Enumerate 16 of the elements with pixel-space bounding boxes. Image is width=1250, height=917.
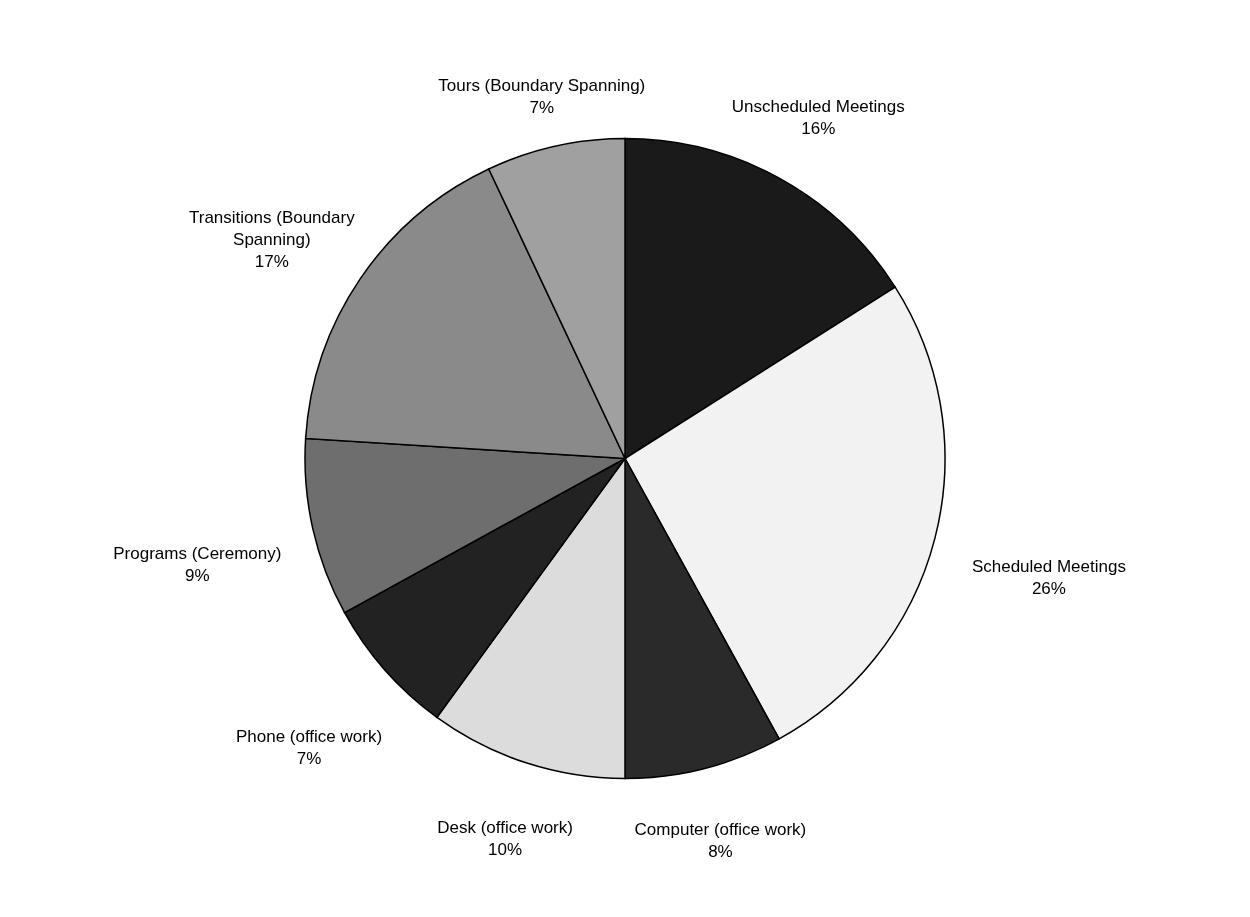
data-label: 10% <box>488 839 523 859</box>
slice-label: Programs (Ceremony) <box>113 544 282 564</box>
slice-label: Desk (office work) <box>437 817 573 837</box>
slice-label: Phone (office work) <box>235 727 383 747</box>
slice-label: Transitions (Boundary Spanning) <box>188 208 356 250</box>
data-label: 16% <box>801 118 836 138</box>
data-label: 17% <box>254 252 289 272</box>
data-label: 26% <box>1031 579 1066 599</box>
data-label: 7% <box>529 98 555 118</box>
data-label: 8% <box>708 842 733 862</box>
slice-label: Unscheduled Meetings <box>731 96 905 116</box>
slice-label: Computer (office work) <box>634 820 807 840</box>
slice-label: Scheduled Meetings <box>971 557 1126 577</box>
data-label: 9% <box>185 566 210 586</box>
slice-label: Tours (Boundary Spanning) <box>438 76 646 96</box>
data-label: 7% <box>296 749 322 769</box>
